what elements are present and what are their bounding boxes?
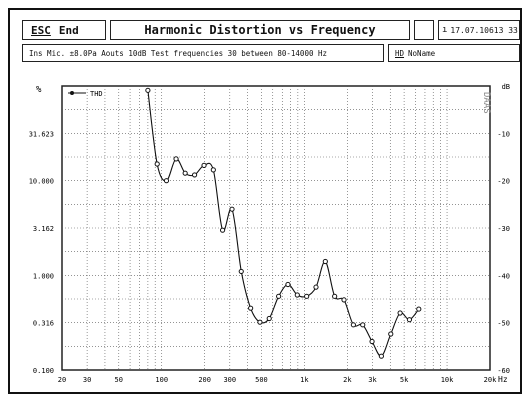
data-point-thd — [322, 258, 328, 265]
data-point-thd — [276, 293, 282, 299]
legend-marker — [70, 91, 74, 95]
end-label: End — [58, 23, 79, 37]
data-point-thd — [369, 338, 375, 345]
legend-label: THD — [90, 90, 103, 98]
x-tick-label: 10k — [441, 376, 454, 384]
hd-key-label: HD — [395, 48, 405, 58]
x-tick-label: 30 — [83, 376, 91, 384]
y-left-tick-label: 3.162 — [33, 225, 54, 233]
left-unit-label: % — [36, 85, 42, 95]
data-point-thd — [341, 297, 347, 303]
x-tick-label: 3k — [368, 376, 377, 384]
y-right-tick-label: -10 — [497, 130, 510, 138]
info-cursor-icon: ı — [442, 25, 448, 35]
end-button[interactable]: ESC End — [22, 20, 106, 40]
blank-field — [414, 20, 434, 40]
data-point-thd — [416, 306, 422, 312]
x-tick-label: 50 — [115, 376, 123, 384]
y-left-tick-label: 1.000 — [33, 272, 54, 280]
data-point-thd — [257, 319, 263, 325]
watermark-label: DAAS — [481, 92, 491, 114]
datetime-text: 17.07.10613 33 — [450, 25, 518, 35]
hd-name-value: NoName — [408, 48, 436, 58]
data-point-thd — [332, 293, 338, 299]
hd-name-field[interactable]: HD NoName — [388, 44, 520, 62]
x-tick-label: 5k — [400, 376, 409, 384]
data-point-thd — [294, 292, 300, 298]
data-point-thd — [304, 293, 310, 299]
y-right-tick-label: -60 — [497, 367, 510, 375]
data-point-thd — [163, 178, 170, 184]
x-tick-label: 500 — [255, 376, 268, 384]
y-left-tick-label: 31.623 — [29, 130, 54, 138]
axis-labels: 20 30 50 100 200 300 500 1k 2k 3k 5k 10k 20k 31.623 10… — [29, 83, 510, 384]
esc-key-label: ESC — [31, 23, 51, 37]
x-tick-label: 2k — [343, 376, 352, 384]
data-point-thd — [388, 331, 394, 337]
data-point-thd — [350, 322, 356, 328]
x-tick-label: 300 — [223, 376, 236, 384]
datetime-field: ı 17.07.10613 33 — [438, 20, 520, 40]
data-point-thd — [266, 315, 272, 322]
data-point-thd — [313, 284, 319, 290]
data-point-thd — [360, 322, 366, 328]
x-unit-label: Hz — [498, 375, 508, 384]
y-right-tick-label: -40 — [497, 272, 510, 280]
y-left-tick-label: 0.100 — [33, 367, 54, 375]
y-left-tick-label: 0.316 — [33, 320, 54, 328]
x-tick-label: 100 — [155, 376, 168, 384]
data-point-thd — [238, 268, 244, 275]
y-right-tick-label: dB — [502, 83, 510, 91]
data-point-thd — [173, 156, 179, 162]
data-point-thd — [182, 170, 188, 176]
x-tick-label: 1k — [300, 376, 309, 384]
data-point-thd — [154, 161, 160, 167]
data-point-thd — [145, 87, 151, 93]
data-point-thd — [406, 317, 413, 323]
data-point-thd — [201, 162, 207, 168]
y-right-tick-label: -30 — [497, 225, 510, 233]
y-right-tick-label: -50 — [497, 320, 510, 328]
series-thd — [145, 87, 422, 359]
data-point-thd — [248, 305, 254, 311]
measurement-info: Ins Mic. ±8.0Pa Aouts 10dB Test frequenc… — [22, 44, 384, 62]
legend: THD — [68, 90, 103, 98]
window-title: Harmonic Distortion vs Frequency — [110, 20, 410, 40]
data-point-thd — [210, 167, 216, 173]
data-point-thd — [219, 227, 226, 233]
x-tick-label: 200 — [198, 376, 211, 384]
data-point-thd — [191, 172, 198, 178]
y-right-tick-label: -20 — [497, 178, 510, 186]
data-point-thd — [285, 281, 291, 288]
y-left-tick-label: 10.000 — [29, 178, 54, 186]
x-tick-label: 20k — [484, 376, 497, 384]
series-line-thd — [147, 90, 420, 357]
data-point-thd — [397, 310, 403, 316]
grid-lines — [62, 86, 490, 370]
window-frame — [8, 8, 522, 394]
data-point-thd — [229, 206, 235, 212]
x-tick-label: 20 — [58, 376, 66, 384]
data-point-thd — [378, 353, 385, 359]
